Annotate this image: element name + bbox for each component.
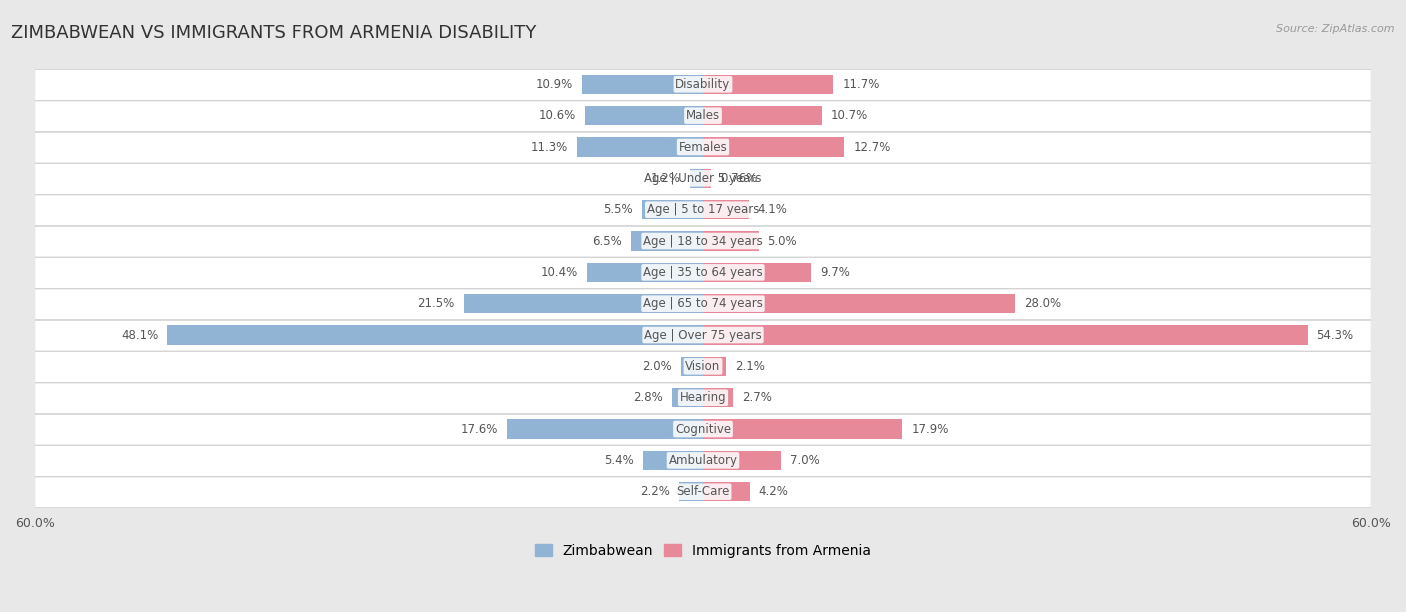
FancyBboxPatch shape	[35, 352, 1371, 382]
Text: 17.6%: 17.6%	[461, 422, 498, 436]
FancyBboxPatch shape	[35, 258, 1371, 288]
Text: Cognitive: Cognitive	[675, 422, 731, 436]
Bar	[703, 482, 749, 501]
Text: 28.0%: 28.0%	[1024, 297, 1060, 310]
Bar	[578, 137, 703, 157]
Text: 48.1%: 48.1%	[121, 329, 159, 341]
Text: 54.3%: 54.3%	[1316, 329, 1354, 341]
Bar	[167, 326, 703, 345]
Text: 21.5%: 21.5%	[418, 297, 454, 310]
FancyBboxPatch shape	[35, 446, 1371, 476]
Text: Hearing: Hearing	[679, 391, 727, 404]
Bar	[703, 231, 759, 251]
Text: Age | Under 5 years: Age | Under 5 years	[644, 172, 762, 185]
Text: Age | 35 to 64 years: Age | 35 to 64 years	[643, 266, 763, 279]
Text: 2.2%: 2.2%	[640, 485, 669, 498]
Bar	[689, 169, 703, 188]
Text: 7.0%: 7.0%	[790, 454, 820, 467]
Bar	[703, 450, 780, 470]
FancyBboxPatch shape	[35, 383, 1371, 414]
FancyBboxPatch shape	[35, 195, 1371, 226]
Text: 10.6%: 10.6%	[538, 109, 576, 122]
Bar	[703, 388, 733, 408]
Text: Vision: Vision	[685, 360, 721, 373]
Text: 2.8%: 2.8%	[633, 391, 662, 404]
Text: Disability: Disability	[675, 78, 731, 91]
Bar	[631, 231, 703, 251]
Text: Age | Over 75 years: Age | Over 75 years	[644, 329, 762, 341]
FancyBboxPatch shape	[35, 101, 1371, 132]
Text: 10.4%: 10.4%	[541, 266, 578, 279]
Text: Age | 18 to 34 years: Age | 18 to 34 years	[643, 234, 763, 247]
Bar	[582, 75, 703, 94]
Text: Age | 5 to 17 years: Age | 5 to 17 years	[647, 203, 759, 216]
Text: Self-Care: Self-Care	[676, 485, 730, 498]
Text: 6.5%: 6.5%	[592, 234, 621, 247]
Text: 1.2%: 1.2%	[651, 172, 681, 185]
Text: Ambulatory: Ambulatory	[668, 454, 738, 467]
Text: Source: ZipAtlas.com: Source: ZipAtlas.com	[1277, 24, 1395, 34]
Bar	[703, 263, 811, 282]
Text: 5.4%: 5.4%	[605, 454, 634, 467]
Legend: Zimbabwean, Immigrants from Armenia: Zimbabwean, Immigrants from Armenia	[530, 539, 876, 564]
Text: 11.3%: 11.3%	[531, 141, 568, 154]
Text: 12.7%: 12.7%	[853, 141, 890, 154]
FancyBboxPatch shape	[35, 70, 1371, 100]
Bar	[703, 169, 711, 188]
Bar	[703, 106, 823, 125]
Text: 10.7%: 10.7%	[831, 109, 869, 122]
Text: Males: Males	[686, 109, 720, 122]
Text: Age | 65 to 74 years: Age | 65 to 74 years	[643, 297, 763, 310]
FancyBboxPatch shape	[35, 163, 1371, 195]
Bar	[588, 263, 703, 282]
Text: 5.0%: 5.0%	[768, 234, 797, 247]
Bar	[508, 419, 703, 439]
Bar	[672, 388, 703, 408]
Text: 17.9%: 17.9%	[911, 422, 949, 436]
Text: 5.5%: 5.5%	[603, 203, 633, 216]
Bar	[703, 326, 1308, 345]
Bar	[703, 200, 748, 219]
FancyBboxPatch shape	[35, 226, 1371, 257]
Text: 2.7%: 2.7%	[742, 391, 772, 404]
Bar	[703, 357, 727, 376]
Bar	[681, 357, 703, 376]
Text: Females: Females	[679, 141, 727, 154]
FancyBboxPatch shape	[35, 132, 1371, 163]
FancyBboxPatch shape	[35, 289, 1371, 319]
Text: 11.7%: 11.7%	[842, 78, 880, 91]
Text: 9.7%: 9.7%	[820, 266, 849, 279]
Bar	[641, 200, 703, 219]
Bar	[643, 450, 703, 470]
Bar	[679, 482, 703, 501]
FancyBboxPatch shape	[35, 320, 1371, 351]
Bar	[703, 137, 845, 157]
Bar	[585, 106, 703, 125]
FancyBboxPatch shape	[35, 414, 1371, 445]
Text: 2.0%: 2.0%	[643, 360, 672, 373]
Bar	[464, 294, 703, 313]
Text: 4.2%: 4.2%	[759, 485, 789, 498]
Text: 2.1%: 2.1%	[735, 360, 765, 373]
Text: ZIMBABWEAN VS IMMIGRANTS FROM ARMENIA DISABILITY: ZIMBABWEAN VS IMMIGRANTS FROM ARMENIA DI…	[11, 24, 537, 42]
Bar	[703, 75, 834, 94]
Bar	[703, 419, 903, 439]
Text: 10.9%: 10.9%	[536, 78, 572, 91]
Bar	[703, 294, 1015, 313]
Text: 0.76%: 0.76%	[720, 172, 758, 185]
Text: 4.1%: 4.1%	[758, 203, 787, 216]
FancyBboxPatch shape	[35, 477, 1371, 508]
